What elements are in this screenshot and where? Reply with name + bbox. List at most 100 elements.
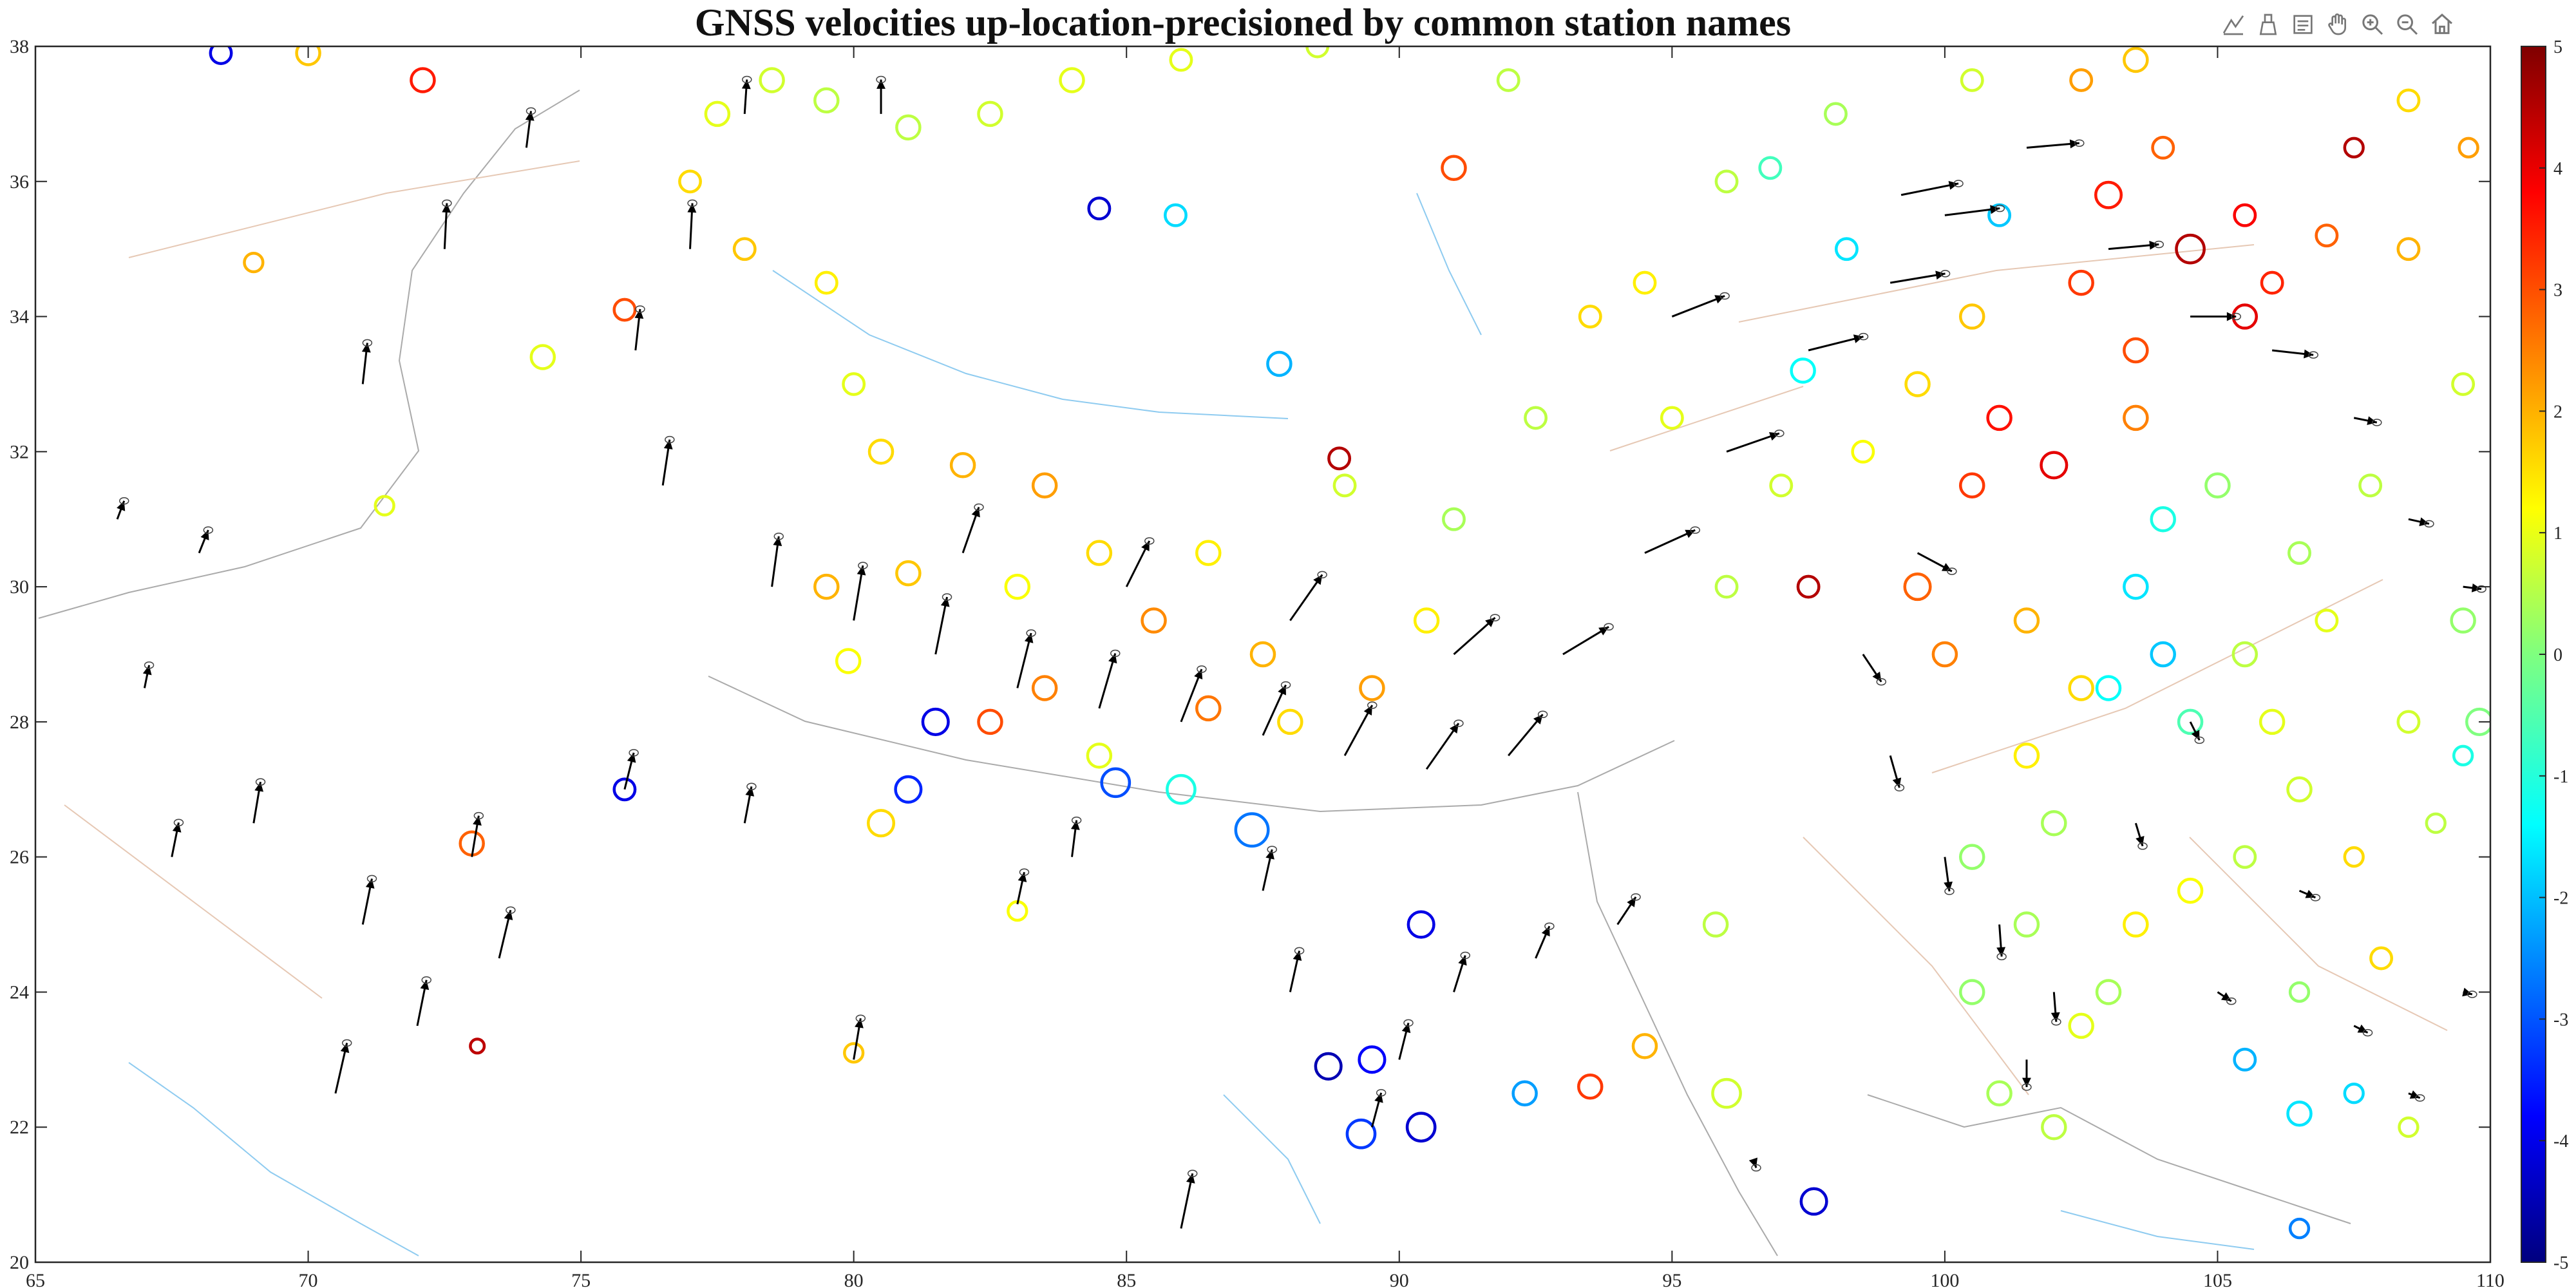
station-velocity-arrow [1343,701,1378,757]
station-velocity-arrow [1996,924,2007,961]
fault-trace [128,160,2383,773]
station-up-velocity-circle [813,573,840,600]
station-velocity-arrow [1644,526,1701,554]
station-velocity-arrow [1016,868,1030,905]
station-up-velocity-circle [1702,911,1729,938]
station-velocity-arrow [416,976,431,1027]
x-tick-label: 105 [2203,1270,2232,1288]
station-up-velocity-circle [2315,609,2339,633]
station-up-velocity-circle [2040,451,2069,480]
station-up-velocity-circle [295,46,321,66]
station-up-velocity-circle [1327,446,1352,471]
x-tick-label: 100 [1930,1270,1959,1288]
chart-title: GNSS velocities up-location-precisioned … [694,1,1792,44]
station-up-velocity-circle [2204,472,2231,499]
station-up-velocity-circle [2288,1217,2311,1240]
station-up-velocity-circle [813,87,840,114]
legend-icon[interactable] [2287,9,2318,40]
station-up-velocity-circle [469,1037,486,1055]
station-up-velocity-circle [1166,773,1197,805]
station-up-velocity-circle [1986,404,2012,431]
station-velocity-arrow [1070,816,1082,857]
station-velocity-arrow [1453,614,1501,656]
station-velocity-arrow [2190,312,2241,321]
pan-hand-icon[interactable] [2322,9,2353,40]
zoom-out-icon[interactable] [2392,9,2423,40]
station-up-velocity-circle [2123,573,2149,600]
station-up-velocity-circle [843,1042,865,1064]
station-up-velocity-circle [1249,641,1276,668]
station-velocity-arrow [1180,665,1207,723]
station-up-velocity-circle [1824,102,1848,126]
station-up-velocity-circle [2358,473,2383,498]
station-velocity-arrow [743,782,757,824]
colorbar-tick-label: -5 [2553,1253,2568,1273]
station-up-velocity-circle [1958,472,1985,499]
station-velocity-arrow [2271,349,2318,359]
station-velocity-arrow [525,107,536,148]
station-up-velocity-circle [842,372,866,396]
station-velocity-arrow [2108,240,2164,251]
station-up-velocity-circle [704,100,731,128]
station-up-velocity-circle [2123,337,2149,364]
station-up-velocity-circle [1577,1074,1604,1100]
station-up-velocity-circle [1796,574,1821,599]
station-velocity-arrow [623,749,639,790]
x-tick-label: 70 [299,1270,318,1288]
x-axis: 65 70 75 80 85 90 95 100 105 110 [26,46,2505,1288]
station-up-velocity-circle [1031,472,1058,499]
station-up-velocity-circle [2151,135,2175,160]
station-velocity-arrow [853,562,868,621]
colorbar-tick-label: -4 [2553,1132,2568,1151]
plot-area[interactable] [35,46,2490,1262]
station-velocity-arrow [1944,204,2005,216]
station-up-velocity-circle [1799,1187,1828,1216]
home-restore-view-icon[interactable] [2427,9,2458,40]
station-up-velocity-circle [1405,1112,1437,1143]
station-up-velocity-circle [1903,573,1932,601]
y-tick-label: 32 [10,441,29,462]
station-up-velocity-circle [410,67,436,93]
data-tips-icon[interactable] [2218,9,2249,40]
river [772,193,1482,419]
station-up-velocity-circle [2094,180,2123,209]
station-up-velocity-circle [1958,979,1985,1005]
zoom-in-icon[interactable] [2357,9,2388,40]
station-velocity-arrow [1889,270,1951,284]
y-tick-label: 26 [10,847,29,868]
station-up-velocity-circle [2343,1083,2365,1104]
station-velocity-arrow [741,75,752,114]
station-up-velocity-circle [529,344,556,370]
station-up-velocity-circle [1059,67,1085,93]
station-up-velocity-circle [1359,675,1385,701]
station-up-velocity-circle [895,560,922,587]
station-up-velocity-circle [2041,810,2067,837]
station-up-velocity-circle [977,100,1003,128]
colorbar-tick-label: 5 [2553,37,2562,57]
station-up-velocity-circle [1314,1052,1343,1081]
station-up-velocity-circle [977,708,1003,735]
station-velocity-arrow [198,526,214,554]
station-up-velocity-circle [1004,573,1031,600]
station-velocity-arrow [771,533,784,587]
station-up-velocity-circle [1714,169,1739,194]
station-velocity-arrow [1289,571,1327,621]
station-up-velocity-circle [1442,507,1466,531]
country-boundary [708,676,1675,813]
station-up-velocity-circle [2452,744,2474,766]
station-up-velocity-circle [1711,1077,1742,1109]
x-tick-label: 95 [1662,1270,1681,1288]
station-velocity-arrow [2298,889,2321,902]
station-velocity-arrow [2408,517,2434,528]
station-velocity-arrow [1370,1089,1387,1128]
station-up-velocity-circle [2315,223,2339,248]
station-up-velocity-circle [2175,233,2206,265]
brush-icon[interactable] [2253,9,2284,40]
station-up-velocity-circle [1195,695,1222,722]
station-up-velocity-circle [1031,675,1058,701]
colorbar-tick-label: 4 [2553,159,2562,179]
station-up-velocity-circle [2396,710,2421,734]
station-up-velocity-circle [1195,540,1222,566]
station-velocity-arrow [1616,893,1641,925]
station-up-velocity-circle [1141,607,1167,634]
